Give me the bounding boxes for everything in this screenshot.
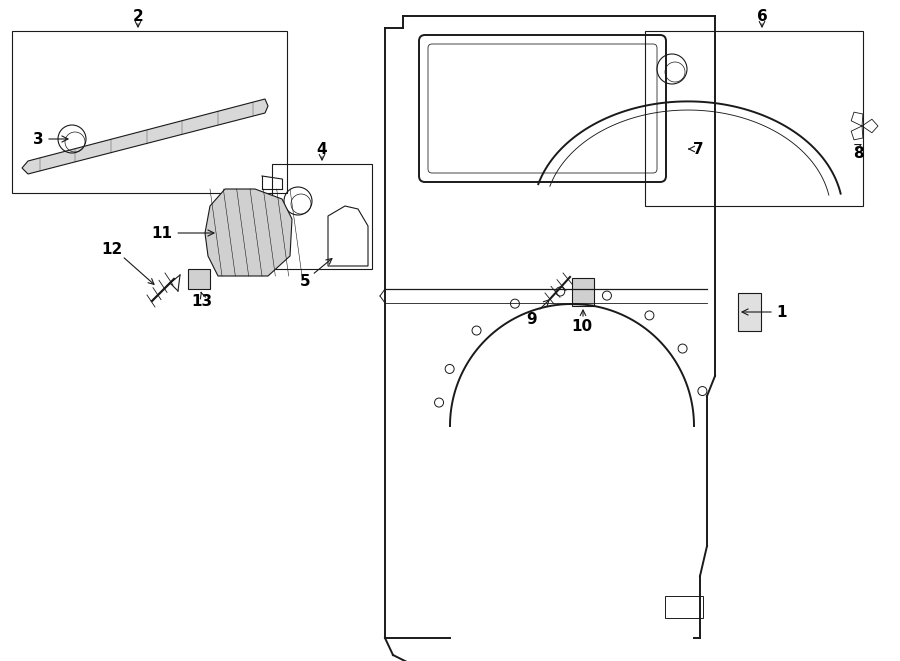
Bar xyxy=(645,31,863,206)
Text: 10: 10 xyxy=(572,319,592,334)
Text: 2: 2 xyxy=(132,9,143,24)
Polygon shape xyxy=(205,189,292,276)
Text: 1: 1 xyxy=(742,305,788,319)
Text: 13: 13 xyxy=(192,293,212,309)
Polygon shape xyxy=(22,99,268,174)
Text: 9: 9 xyxy=(526,311,537,327)
Text: 8: 8 xyxy=(852,145,863,161)
Bar xyxy=(572,278,594,306)
Bar xyxy=(188,269,210,289)
Text: 4: 4 xyxy=(317,141,328,157)
Text: 11: 11 xyxy=(151,225,214,241)
Bar xyxy=(665,596,703,618)
Bar xyxy=(272,164,372,269)
Text: 3: 3 xyxy=(32,132,68,147)
Text: 12: 12 xyxy=(102,241,122,256)
Text: 7: 7 xyxy=(693,141,703,157)
Bar xyxy=(12,31,287,193)
Text: 6: 6 xyxy=(757,9,768,24)
Bar xyxy=(738,293,761,331)
Text: 5: 5 xyxy=(300,274,310,288)
